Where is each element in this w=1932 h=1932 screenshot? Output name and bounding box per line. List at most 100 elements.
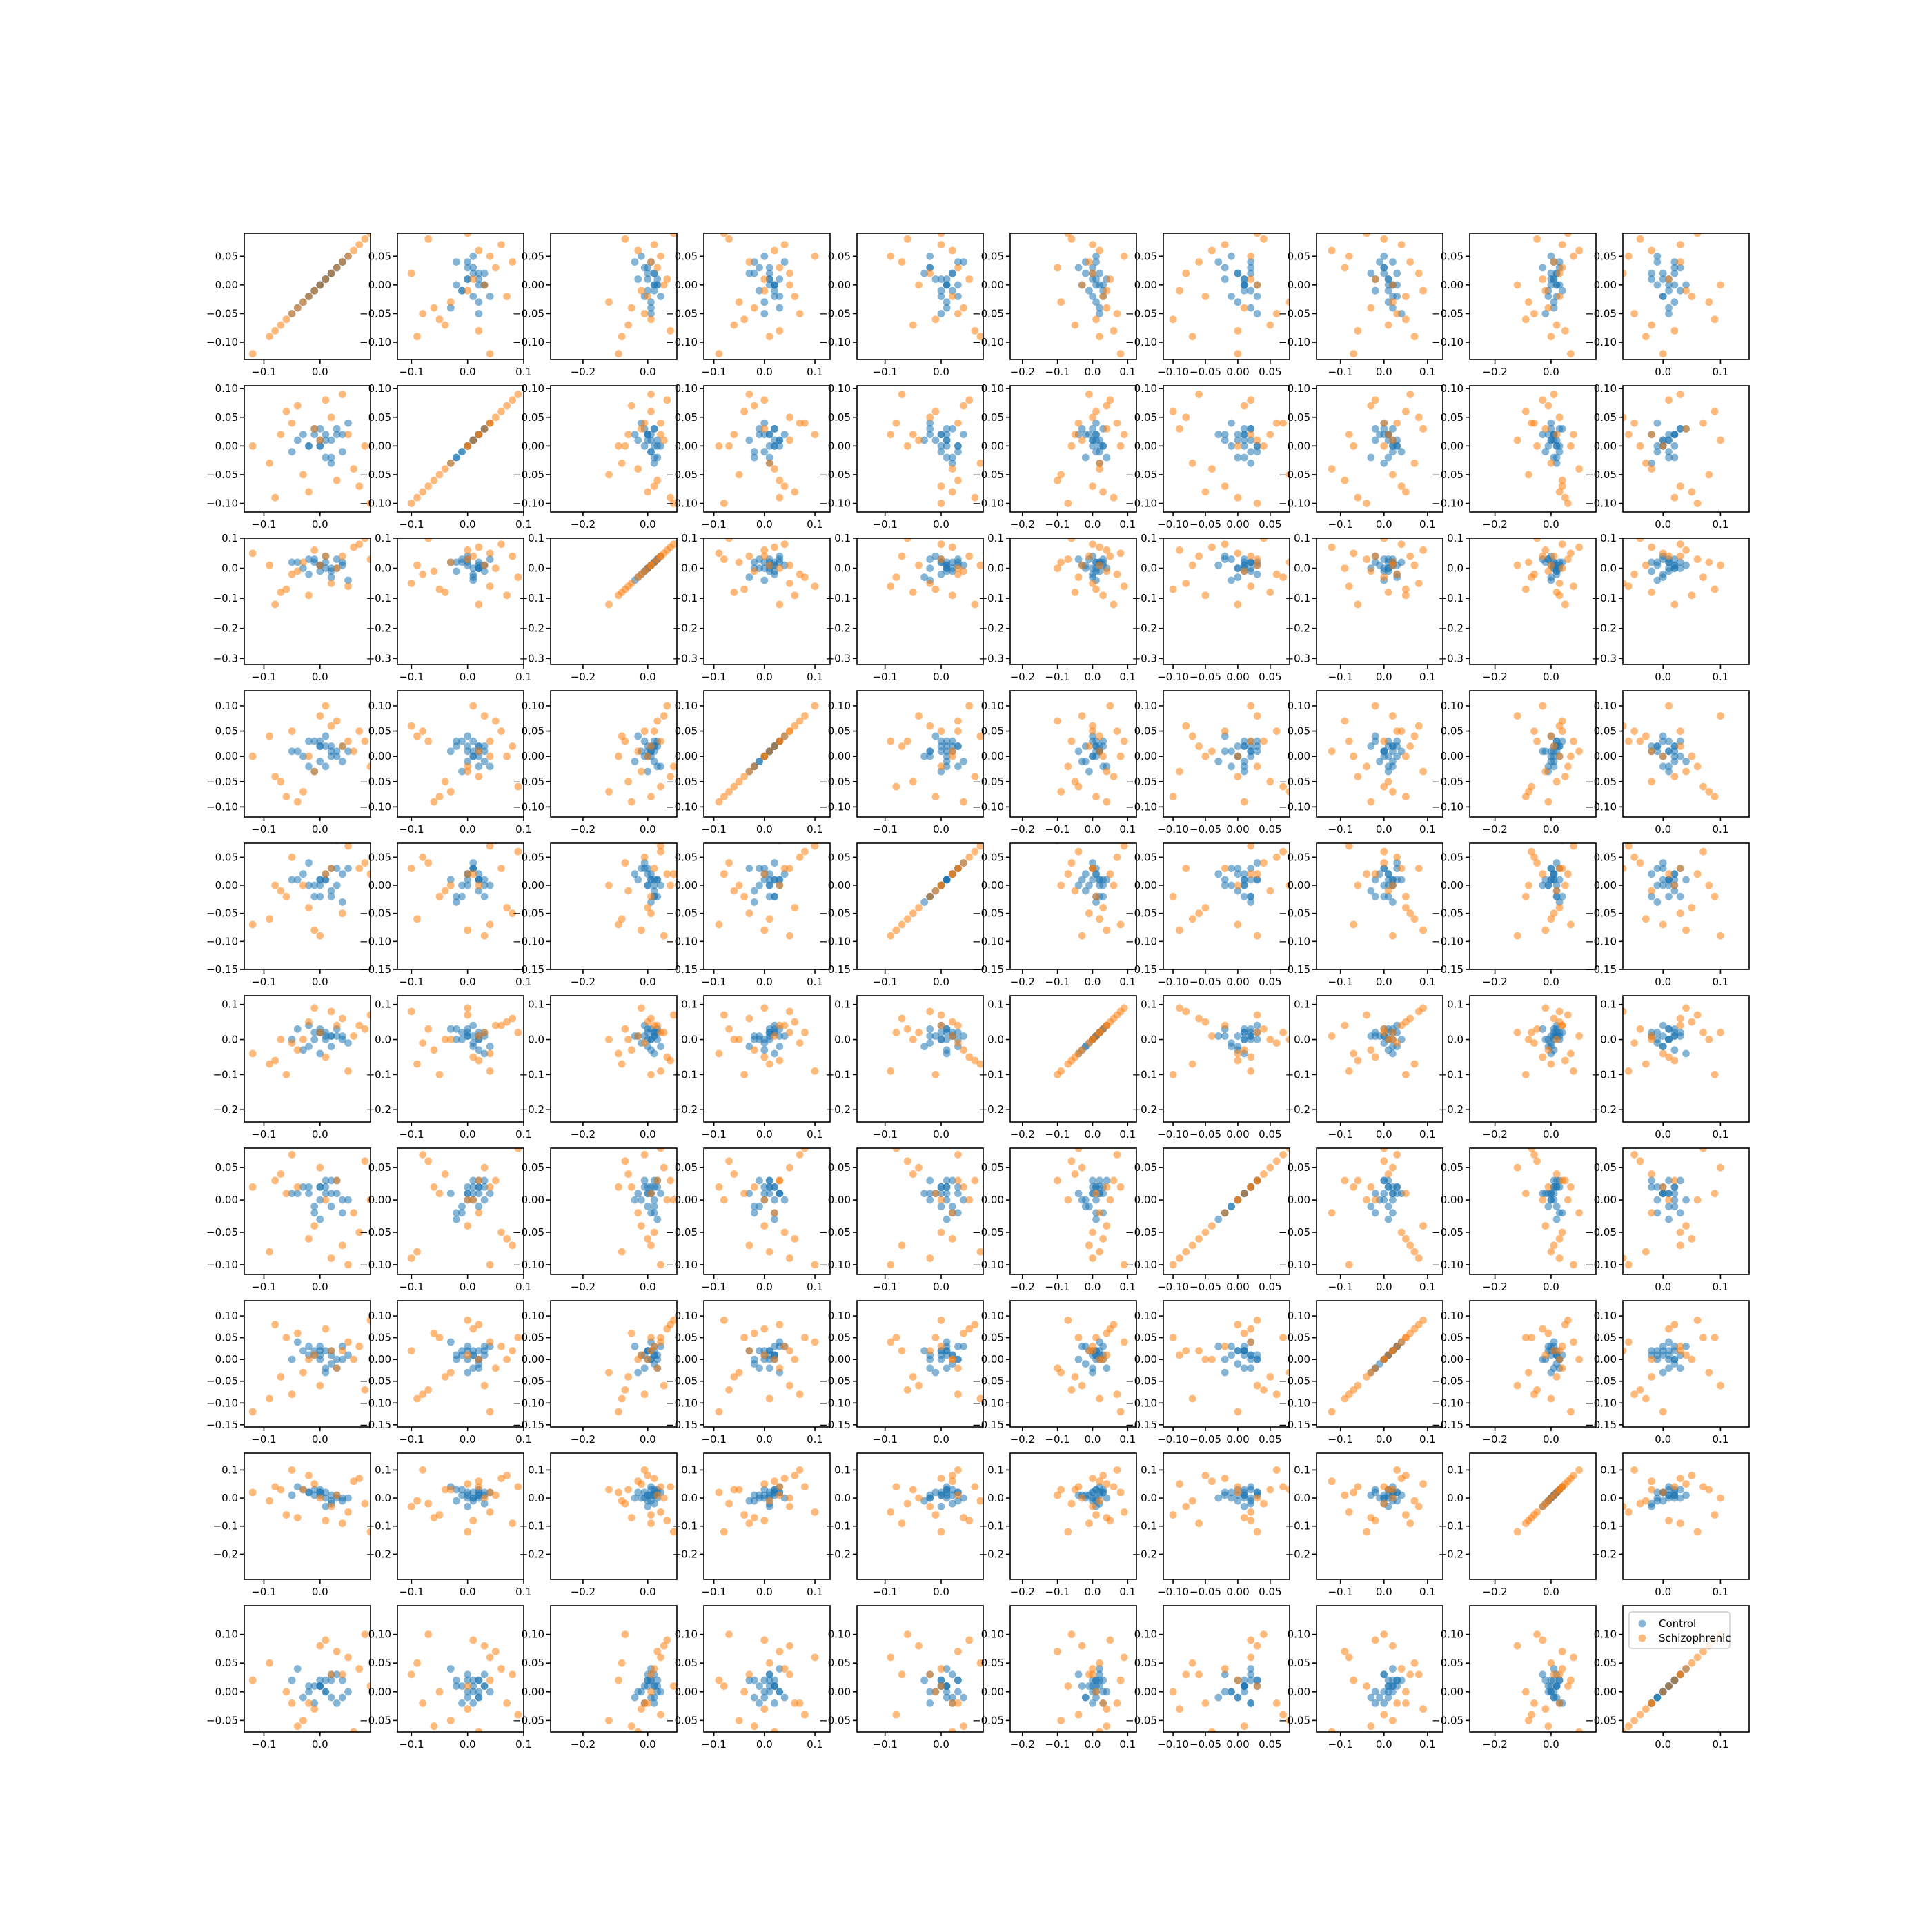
point-schizophrenic bbox=[327, 865, 335, 872]
point-control bbox=[644, 881, 652, 889]
point-control bbox=[1670, 264, 1679, 272]
point-control bbox=[1393, 293, 1401, 300]
y-tick-label: −0.10 bbox=[1125, 497, 1157, 510]
point-schizophrenic bbox=[1670, 1321, 1679, 1329]
point-control bbox=[305, 1342, 313, 1350]
point-schizophrenic bbox=[1642, 1248, 1650, 1256]
point-schizophrenic bbox=[898, 920, 906, 929]
point-schizophrenic bbox=[1328, 246, 1336, 255]
point-schizophrenic bbox=[1550, 258, 1558, 266]
point-control bbox=[322, 1347, 330, 1354]
panel-points bbox=[605, 233, 677, 358]
point-schizophrenic bbox=[676, 866, 677, 871]
point-schizophrenic bbox=[277, 778, 285, 786]
point-control bbox=[960, 431, 967, 439]
point-schizophrenic bbox=[491, 264, 500, 272]
point-schizophrenic bbox=[1530, 1390, 1538, 1399]
point-schizophrenic bbox=[1247, 1338, 1255, 1346]
point-schizophrenic bbox=[486, 920, 494, 929]
y-tick-label: 0.00 bbox=[1441, 279, 1463, 291]
point-schizophrenic bbox=[1564, 1196, 1572, 1204]
y-tick-label: −0.10 bbox=[206, 1397, 238, 1409]
point-schizophrenic bbox=[1555, 1254, 1564, 1262]
y-tick-label: 0.05 bbox=[215, 1161, 238, 1174]
point-schizophrenic bbox=[1693, 233, 1702, 237]
point-control bbox=[458, 555, 466, 563]
point-schizophrenic bbox=[1074, 1049, 1083, 1058]
point-schizophrenic bbox=[1414, 580, 1423, 587]
point-schizophrenic bbox=[1575, 465, 1584, 473]
point-schizophrenic bbox=[1550, 1014, 1558, 1023]
point-schizophrenic bbox=[1116, 920, 1125, 929]
point-schizophrenic bbox=[1299, 718, 1306, 725]
point-schizophrenic bbox=[1670, 327, 1679, 335]
point-control bbox=[327, 1491, 335, 1499]
point-control bbox=[453, 1209, 460, 1217]
panel-7-3: −0.1 0.0 0.10.100.050.00−0.05−0.10−0.15 bbox=[666, 1300, 831, 1446]
point-schizophrenic bbox=[1363, 1011, 1370, 1019]
point-control bbox=[327, 1360, 335, 1368]
point-schizophrenic bbox=[1279, 1029, 1287, 1036]
point-control bbox=[1228, 293, 1235, 300]
point-schizophrenic bbox=[653, 717, 662, 725]
panel-frame bbox=[1316, 538, 1443, 665]
panel-frame bbox=[1009, 1147, 1137, 1275]
point-control bbox=[469, 264, 477, 272]
point-control bbox=[1682, 1049, 1690, 1058]
y-tick-label: −0.1 bbox=[520, 1068, 544, 1081]
point-schizophrenic bbox=[605, 881, 613, 889]
point-schizophrenic bbox=[976, 1060, 983, 1068]
point-control bbox=[1552, 459, 1561, 467]
y-tick-label: −0.05 bbox=[206, 469, 238, 481]
y-tick-label: −0.15 bbox=[359, 1419, 391, 1431]
point-schizophrenic bbox=[1688, 904, 1696, 911]
point-schizophrenic bbox=[1521, 1071, 1530, 1078]
y-tick-label: −0.15 bbox=[513, 1419, 544, 1431]
point-control bbox=[458, 1203, 466, 1210]
y-tick-label: −0.10 bbox=[1279, 1259, 1310, 1271]
point-schizophrenic bbox=[322, 552, 330, 560]
point-schizophrenic bbox=[1636, 1157, 1644, 1165]
point-schizophrenic bbox=[647, 315, 655, 324]
y-tick-label: 0.0 bbox=[375, 1034, 391, 1046]
point-schizophrenic bbox=[419, 1151, 426, 1159]
panel-4-5: −0.2 −0.1 0.0 0.10.050.00−0.05−0.10−0.15 bbox=[972, 842, 1137, 988]
y-tick-label: 0.0 bbox=[375, 562, 391, 575]
y-tick-label: −0.10 bbox=[359, 800, 391, 813]
point-schizophrenic bbox=[355, 1342, 364, 1350]
point-schizophrenic bbox=[1110, 327, 1118, 335]
point-schizophrenic bbox=[740, 892, 748, 900]
y-tick-label: 0.00 bbox=[981, 1353, 1004, 1366]
point-schizophrenic bbox=[811, 1067, 819, 1075]
panel-points bbox=[887, 1007, 983, 1078]
point-schizophrenic bbox=[1558, 476, 1566, 484]
point-control bbox=[288, 876, 296, 884]
point-schizophrenic bbox=[288, 1039, 296, 1047]
point-control bbox=[1665, 1025, 1673, 1033]
panel-6-6: −0.10 −0.05 0.00 0.050.050.00−0.05−0.10 bbox=[1125, 1147, 1290, 1293]
point-schizophrenic bbox=[1659, 920, 1667, 929]
y-tick-label: −0.05 bbox=[819, 307, 851, 319]
point-schizophrenic bbox=[1711, 1190, 1719, 1198]
point-control bbox=[1096, 442, 1103, 450]
point-schizophrenic bbox=[1402, 408, 1410, 415]
point-control bbox=[1653, 742, 1662, 750]
x-tick-label: 0.0 bbox=[1543, 976, 1559, 988]
point-schizophrenic bbox=[765, 1248, 773, 1256]
point-schizophrenic bbox=[1367, 304, 1375, 312]
point-control bbox=[453, 1497, 460, 1505]
point-control bbox=[937, 286, 945, 295]
point-schizophrenic bbox=[1419, 1317, 1428, 1324]
x-tick-label: −0.1 bbox=[251, 1586, 276, 1598]
point-control bbox=[1081, 887, 1090, 895]
point-control bbox=[920, 269, 928, 277]
point-schizophrenic bbox=[725, 235, 733, 243]
point-schizophrenic bbox=[715, 442, 723, 450]
point-control bbox=[1393, 1183, 1401, 1191]
y-tick-label: −0.1 bbox=[1285, 1068, 1310, 1081]
x-tick-label: 0.05 bbox=[1259, 518, 1281, 531]
point-schizophrenic bbox=[1636, 1386, 1644, 1394]
point-control bbox=[1089, 876, 1096, 884]
y-tick-label: 0.00 bbox=[215, 750, 238, 762]
panel-frame bbox=[1316, 690, 1443, 818]
